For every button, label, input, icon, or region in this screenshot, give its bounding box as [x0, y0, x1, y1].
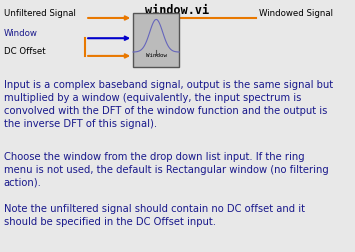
Text: Windowed Signal: Windowed Signal: [259, 9, 333, 18]
Text: Note the unfiltered signal should contain no DC offset and it
should be specifie: Note the unfiltered signal should contai…: [4, 203, 305, 226]
Text: window.vi: window.vi: [146, 4, 209, 17]
Text: Choose the window from the drop down list input. If the ring
menu is not used, t: Choose the window from the drop down lis…: [4, 151, 328, 187]
Text: DC Offset: DC Offset: [4, 46, 45, 55]
Text: Unfiltered Signal: Unfiltered Signal: [4, 9, 75, 18]
Text: Input is a complex baseband signal, output is the same signal but
multiplied by : Input is a complex baseband signal, outp…: [4, 79, 333, 128]
Bar: [133, 14, 179, 68]
Text: Window: Window: [4, 29, 37, 38]
Text: Window: Window: [146, 53, 167, 58]
